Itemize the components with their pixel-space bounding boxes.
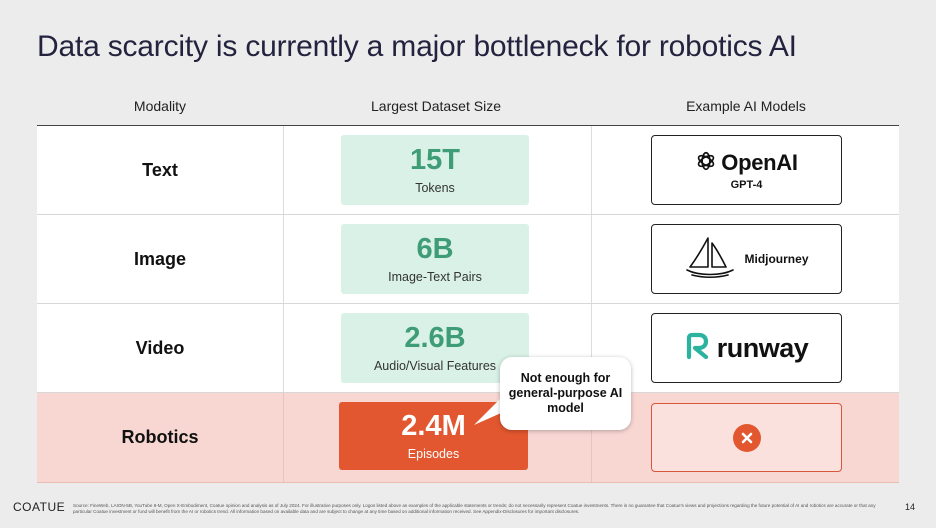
model-version: GPT-4 bbox=[730, 178, 763, 191]
modality-label: Image bbox=[133, 248, 187, 269]
dataset-size-unit: Episodes bbox=[407, 446, 460, 461]
dataset-size-box: 2.6B Audio/Visual Features bbox=[341, 313, 529, 383]
dataset-size-unit: Tokens bbox=[415, 180, 455, 195]
dataset-size-value: 15T bbox=[410, 143, 460, 176]
dataset-size-box: 6B Image-Text Pairs bbox=[341, 224, 529, 294]
dataset-size-unit: Audio/Visual Features bbox=[373, 358, 497, 373]
header-divider bbox=[37, 125, 899, 126]
column-header-dataset-size: Largest Dataset Size bbox=[371, 98, 501, 114]
column-header-example-models: Example AI Models bbox=[686, 98, 806, 114]
callout-bubble: Not enough for general-purpose AI model bbox=[500, 357, 631, 430]
model-name: runway bbox=[716, 332, 809, 363]
column-divider bbox=[591, 126, 592, 214]
dataset-size-value: 2.6B bbox=[404, 321, 466, 354]
model-logo-box: OpenAI GPT-4 bbox=[651, 135, 842, 205]
table-row-robotics: Robotics 2.4M Episodes bbox=[37, 393, 899, 483]
column-divider bbox=[283, 304, 284, 392]
modality-label: Robotics bbox=[121, 427, 199, 447]
page-number: 14 bbox=[905, 502, 916, 512]
footer-disclaimer: Source: FineWeb, LAION-5B, YouTube 8-M, … bbox=[73, 503, 876, 514]
dataset-size-value: 6B bbox=[416, 232, 454, 265]
openai-logo-icon bbox=[695, 150, 717, 177]
modality-label: Text bbox=[142, 159, 178, 180]
x-icon bbox=[732, 423, 761, 452]
model-logo-box: Midjourney bbox=[651, 224, 842, 294]
runway-logo-icon bbox=[685, 332, 711, 365]
midjourney-sailboat-icon bbox=[684, 235, 736, 284]
table-row-text: Text 15T Tokens OpenAI GPT-4 bbox=[37, 126, 899, 215]
column-divider bbox=[591, 304, 592, 392]
table-row-video: Video 2.6B Audio/Visual Features runway bbox=[37, 304, 899, 393]
column-divider bbox=[283, 215, 284, 303]
column-divider bbox=[283, 393, 284, 482]
slide-title: Data scarcity is currently a major bottl… bbox=[37, 30, 797, 63]
model-name: OpenAI bbox=[721, 150, 798, 175]
footer-brand: COATUE bbox=[13, 500, 66, 514]
modality-label: Video bbox=[135, 337, 185, 358]
model-logo-box-empty bbox=[651, 403, 842, 472]
model-name: Midjourney bbox=[744, 252, 809, 266]
column-divider bbox=[591, 393, 592, 482]
dataset-size-box: 15T Tokens bbox=[341, 135, 529, 205]
dataset-size-value: 2.4M bbox=[401, 409, 466, 442]
table-row-image: Image 6B Image-Text Pairs Midjourney bbox=[37, 215, 899, 304]
column-divider bbox=[591, 215, 592, 303]
model-logo-box: runway bbox=[651, 313, 842, 383]
dataset-size-unit: Image-Text Pairs bbox=[388, 269, 482, 284]
column-header-modality: Modality bbox=[133, 98, 187, 114]
column-divider bbox=[283, 126, 284, 214]
